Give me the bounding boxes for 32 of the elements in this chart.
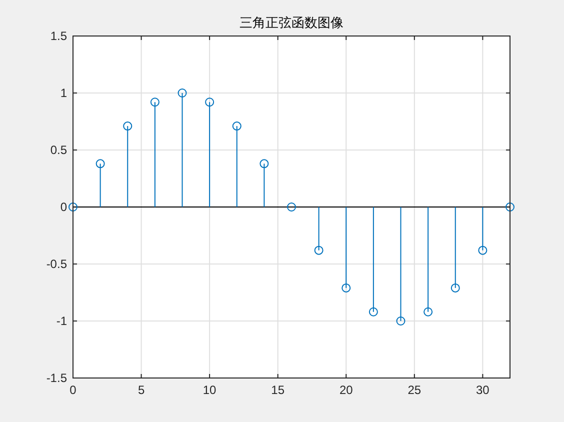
x-tick-label: 25 <box>408 383 422 397</box>
point <box>342 283 351 292</box>
point <box>424 307 433 316</box>
x-tick-label: 30 <box>476 383 490 397</box>
point <box>287 202 296 212</box>
point <box>506 202 514 212</box>
y-tick-label: 1 <box>60 86 68 100</box>
point <box>150 98 160 107</box>
point <box>368 307 378 316</box>
point <box>478 246 488 255</box>
point <box>123 122 132 131</box>
point <box>205 98 214 107</box>
y-tick-label: 1.5 <box>50 29 68 43</box>
point <box>96 159 105 168</box>
x-tick-label: 5 <box>138 383 145 397</box>
point <box>232 122 242 131</box>
x-tick-label: 15 <box>271 383 285 397</box>
x-tick-label: 20 <box>339 383 354 397</box>
chart-title: 三角正弦函数图像 <box>240 15 344 30</box>
point <box>178 88 187 98</box>
y-tick-label: -0.5 <box>46 257 68 271</box>
point <box>68 202 78 212</box>
x-tick-label: 0 <box>70 383 77 397</box>
point <box>396 316 406 326</box>
point <box>450 283 460 292</box>
y-tick-label: 0.5 <box>50 143 68 157</box>
y-tick-label: 0 <box>60 200 68 214</box>
point <box>314 246 324 255</box>
point <box>260 159 269 168</box>
y-tick-label: -1.5 <box>46 371 68 385</box>
y-tick-label: -1 <box>56 314 68 328</box>
x-tick-label: 10 <box>202 383 217 397</box>
